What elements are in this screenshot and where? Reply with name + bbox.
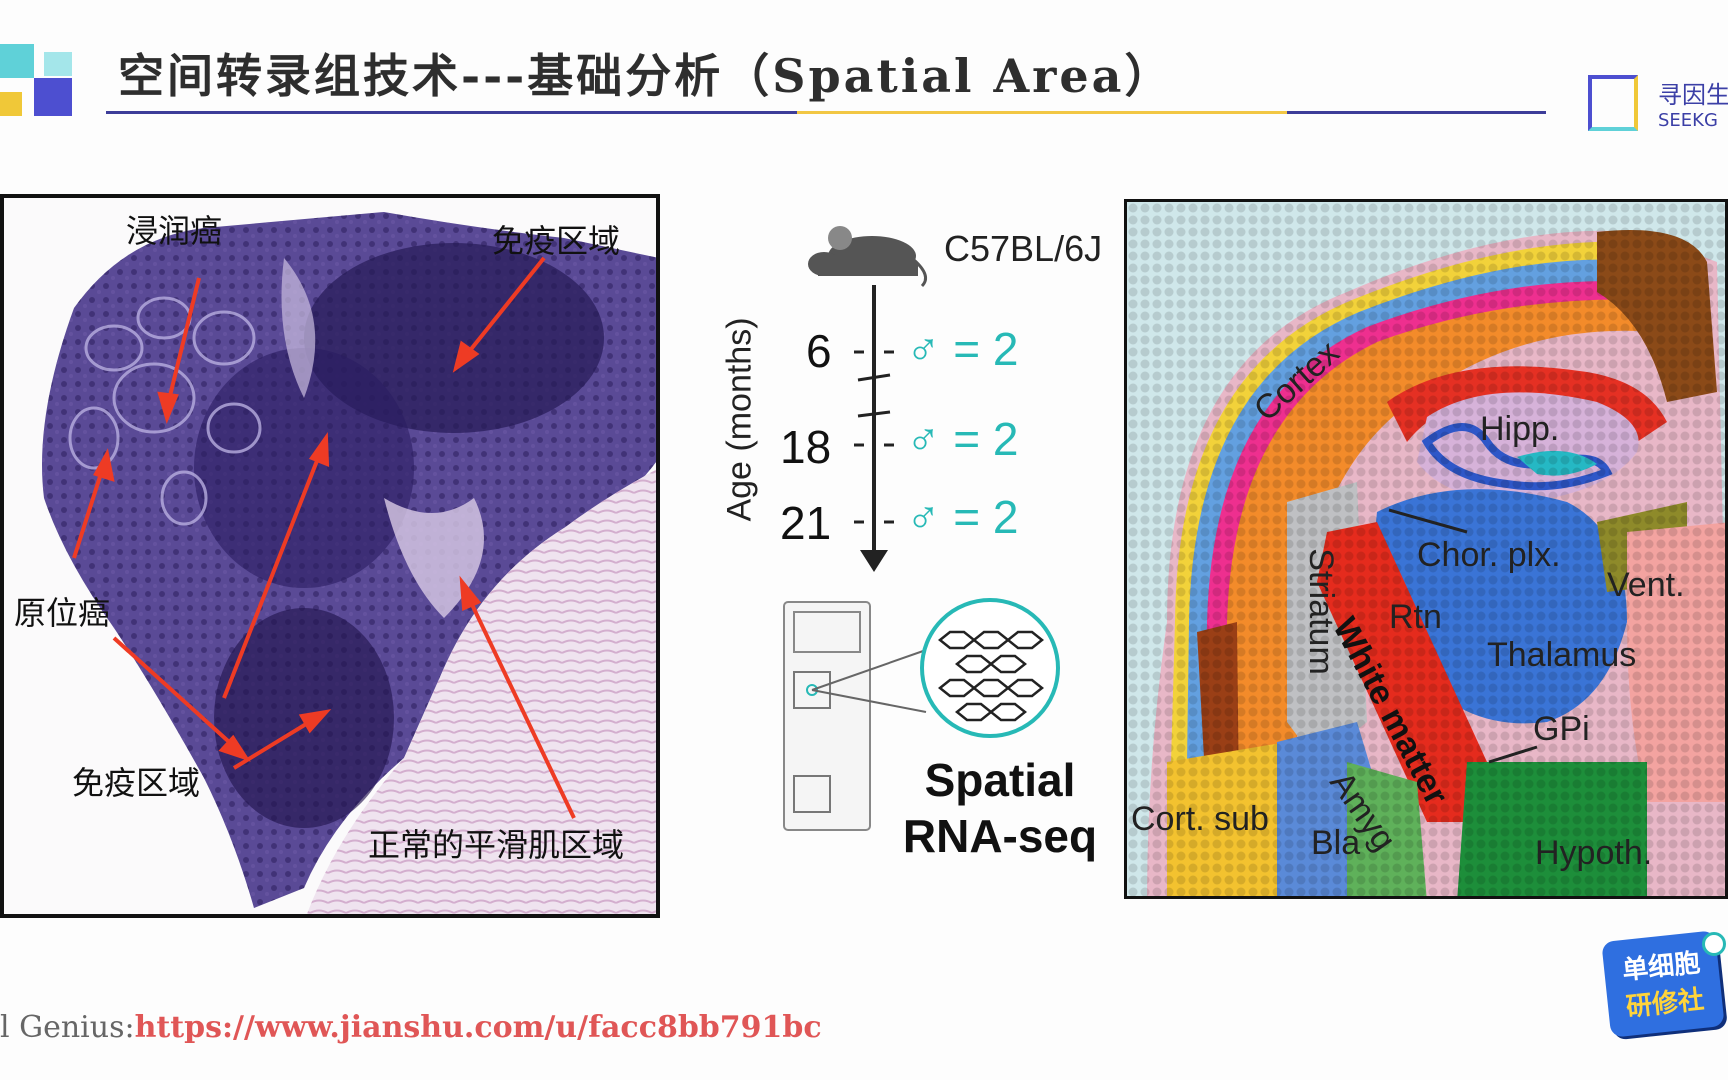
count-age-21: ♂ = 2 — [906, 491, 1019, 543]
label-invasive-carcinoma: 浸润癌 — [126, 212, 223, 250]
brand-sub: SEEKG — [1658, 110, 1718, 131]
label-carcinoma-in-situ: 原位癌 — [14, 594, 111, 632]
source-link[interactable]: https://www.jianshu.com/u/facc8bb791bc — [134, 1010, 822, 1045]
region-gpi: GPi — [1533, 710, 1590, 748]
method-line1: Spatial — [924, 754, 1076, 806]
strain-label: C57BL/6J — [944, 228, 1103, 269]
source-prefix: l Genius: — [0, 1010, 135, 1045]
logo-decoration — [0, 30, 80, 120]
region-hypoth: Hypoth. — [1535, 834, 1653, 872]
tissue-section-image: 浸润癌 免疫区域 原位癌 免疫区域 正常的平滑肌区域 — [0, 194, 660, 918]
region-chor-plx: Chor. plx. — [1417, 536, 1561, 574]
count-age-18: ♂ = 2 — [906, 413, 1019, 465]
method-line2: RNA-seq — [902, 810, 1098, 862]
age-axis-label: Age (months) — [720, 317, 759, 522]
label-immune-region-bottom: 免疫区域 — [72, 764, 201, 802]
age-18: 18 — [780, 421, 832, 473]
source-credit: l Genius:https://www.jianshu.com/u/facc8… — [0, 1010, 822, 1045]
age-6: 6 — [806, 325, 832, 377]
title-underline — [106, 111, 1546, 114]
mouse-icon — [808, 226, 928, 288]
label-smooth-muscle-region: 正常的平滑肌区域 — [368, 826, 625, 864]
region-hipp: Hipp. — [1480, 410, 1560, 448]
method-label: Spatial RNA-seq — [890, 752, 1110, 864]
tissue-drawing — [42, 212, 656, 914]
brain-spatial-map: Cortex Hipp. Chor. plx. Vent. Striatum R… — [1124, 199, 1728, 899]
count-age-6: ♂ = 2 — [906, 323, 1019, 375]
region-vent: Vent. — [1607, 566, 1685, 604]
brain-drawing — [1127, 202, 1725, 896]
region-thalamus: Thalamus — [1487, 636, 1637, 674]
region-cort-sub: Cort. sub — [1131, 800, 1269, 838]
badge-sparkle-icon — [1702, 932, 1726, 956]
label-immune-region-top: 免疫区域 — [492, 222, 621, 260]
region-rtn: Rtn — [1389, 598, 1442, 636]
region-bla: Bla — [1311, 824, 1361, 862]
brand-logo-icon — [1588, 75, 1638, 131]
page-title: 空间转录组技术---基础分析（Spatial Area） — [118, 49, 1174, 103]
brand-name: 寻因生 — [1658, 81, 1728, 109]
region-striatum: Striatum — [1301, 548, 1340, 675]
age-21: 21 — [780, 497, 832, 549]
design-diagram — [783, 226, 1060, 831]
